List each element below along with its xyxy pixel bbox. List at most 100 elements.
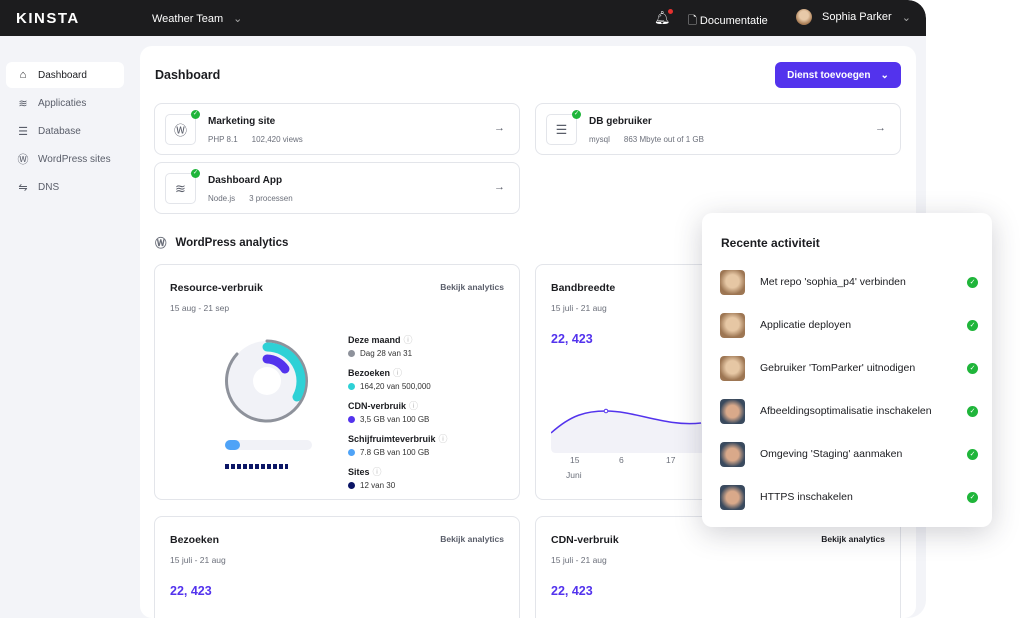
add-service-label: Dienst toevoegen	[787, 69, 871, 81]
legend-value: 164,20 van 500,000	[360, 382, 431, 391]
legend-dot	[348, 416, 355, 423]
service-card-dashboard-app[interactable]: ≋ ✓ Dashboard App Node.js 3 processen →	[154, 162, 520, 214]
check-icon: ✓	[967, 276, 978, 288]
activity-item[interactable]: HTTPS inschakelen ✓	[720, 484, 978, 510]
bandwidth-value: 22, 423	[551, 332, 593, 346]
sidebar-item-database[interactable]: ☰ Database	[6, 118, 124, 144]
panel-title: Recente activiteit	[721, 236, 820, 250]
visits-value: 22, 423	[170, 584, 212, 598]
legend-value: 7.8 GB van 100 GB	[360, 448, 430, 457]
card-title: CDN-verbruik	[551, 534, 619, 546]
recent-activity-panel: Recente activiteit Met repo 'sophia_p4' …	[702, 213, 992, 527]
help-icon[interactable]: ⓘ	[403, 335, 413, 345]
legend-label: Bezoeken	[348, 368, 391, 378]
avatar	[720, 312, 745, 338]
service-meta: 863 Mbyte out of 1 GB	[623, 135, 704, 144]
activity-item[interactable]: Applicatie deployen ✓	[720, 312, 978, 338]
activity-item[interactable]: Omgeving 'Staging' aanmaken ✓	[720, 441, 978, 467]
top-bar: KINSTA Weather Team ⌄ 🔔︎ 🗋 Documentatie S…	[0, 0, 926, 36]
chevron-down-icon: ⌄	[901, 11, 911, 24]
legend-dot	[348, 350, 355, 357]
avatar	[796, 9, 812, 25]
team-name: Weather Team	[152, 13, 224, 25]
avatar	[720, 398, 745, 424]
activity-label: Afbeeldingsoptimalisatie inschakelen	[760, 405, 932, 417]
chevron-down-icon: ⌄	[233, 13, 243, 25]
user-menu[interactable]: Sophia Parker ⌄	[796, 9, 911, 25]
service-card-marketing-site[interactable]: Ⓦ ✓ Marketing site PHP 8.1 102,420 views →	[154, 103, 520, 155]
resource-card: Resource-verbruik Bekijk analytics 15 au…	[154, 264, 520, 500]
service-meta: Node.js	[208, 194, 236, 203]
help-icon[interactable]: ⓘ	[438, 434, 448, 444]
sidebar-item-wordpress-sites[interactable]: Ⓦ WordPress sites	[6, 146, 124, 172]
legend-label: Schijfruimteverbruik	[348, 434, 436, 444]
service-meta: 3 processen	[249, 194, 293, 203]
view-analytics-link[interactable]: Bekijk analytics	[440, 282, 504, 292]
analytics-title: WordPress analytics	[175, 237, 289, 249]
legend-value: 3,5 GB van 100 GB	[360, 415, 430, 424]
service-card-db-gebruiker[interactable]: ☰ ✓ DB gebruiker mysql 863 Mbyte out of 1 …	[535, 103, 901, 155]
card-title: Bandbreedte	[551, 282, 616, 294]
database-icon: ☰	[18, 125, 28, 138]
legend-value: Dag 28 van 31	[360, 349, 413, 358]
view-analytics-link[interactable]: Bekijk analytics	[440, 534, 504, 544]
activity-label: Applicatie deployen	[760, 319, 852, 331]
help-icon[interactable]: ⓘ	[372, 467, 382, 477]
add-service-button[interactable]: Dienst toevoegen ⌄	[775, 62, 901, 88]
activity-item[interactable]: Afbeeldingsoptimalisatie inschakelen ✓	[720, 398, 978, 424]
disk-usage-fill	[225, 440, 240, 450]
avatar	[720, 484, 745, 510]
sidebar-item-label: Database	[38, 125, 81, 137]
check-icon: ✓	[572, 110, 581, 119]
service-title: Marketing site	[208, 116, 276, 127]
activity-item[interactable]: Gebruiker 'TomParker' uitnodigen ✓	[720, 355, 978, 381]
docs-label: Documentatie	[699, 15, 768, 27]
wordpress-icon: Ⓦ	[165, 114, 196, 145]
sidebar-item-dns[interactable]: ⇋ DNS	[6, 174, 124, 200]
kinsta-logo[interactable]: KINSTA	[16, 10, 80, 27]
x-tick: 15	[570, 455, 580, 465]
sidebar-item-dashboard[interactable]: ⌂ Dashboard	[6, 62, 124, 88]
wordpress-icon: Ⓦ	[17, 154, 29, 166]
service-title: DB gebruiker	[589, 116, 652, 127]
legend-dot	[348, 449, 355, 456]
x-tick: 17	[666, 455, 676, 465]
cdn-value: 22, 423	[551, 584, 593, 598]
layers-icon: ≋	[165, 173, 196, 204]
card-dates: 15 aug - 21 sep	[170, 303, 230, 313]
sidebar-item-applicaties[interactable]: ≋ Applicaties	[6, 90, 124, 116]
dns-icon: ⇋	[18, 181, 28, 194]
help-icon[interactable]: ⓘ	[409, 401, 419, 411]
documentation-link[interactable]: 🗋 Documentatie	[688, 12, 768, 31]
card-title: Resource-verbruik	[170, 282, 263, 294]
view-analytics-link[interactable]: Bekijk analytics	[821, 534, 885, 544]
team-switcher[interactable]: Weather Team ⌄	[152, 12, 242, 25]
cdn-card: CDN-verbruik Bekijk analytics 15 juli - …	[535, 516, 901, 618]
legend-label: CDN-verbruik	[348, 401, 407, 411]
user-name: Sophia Parker	[822, 11, 892, 23]
legend-label: Sites	[348, 467, 370, 477]
check-icon: ✓	[191, 110, 200, 119]
document-icon: 🗋	[688, 15, 700, 27]
arrow-right-icon[interactable]: →	[494, 122, 505, 134]
bell-icon[interactable]: 🔔︎	[654, 9, 673, 25]
cdn-arc	[262, 354, 290, 374]
sidebar-item-label: DNS	[38, 181, 60, 193]
card-dates: 15 juli - 21 aug	[170, 555, 226, 565]
month-arc	[225, 339, 309, 423]
arrow-right-icon[interactable]: →	[494, 181, 505, 193]
x-month-label: Juni	[566, 470, 582, 480]
activity-item[interactable]: Met repo 'sophia_p4' verbinden ✓	[720, 269, 978, 295]
help-icon[interactable]: ⓘ	[393, 368, 403, 378]
home-icon: ⌂	[19, 69, 27, 81]
service-meta: mysql	[589, 135, 610, 144]
check-icon: ✓	[967, 405, 978, 417]
chevron-down-icon: ⌄	[880, 69, 889, 81]
arrow-right-icon[interactable]: →	[875, 122, 886, 134]
avatar	[720, 441, 745, 467]
wordpress-icon: Ⓦ	[155, 238, 167, 250]
service-meta: PHP 8.1	[208, 135, 238, 144]
avatar	[720, 269, 745, 295]
legend-value: 12 van 30	[360, 481, 396, 490]
disk-usage-bar	[225, 440, 312, 450]
